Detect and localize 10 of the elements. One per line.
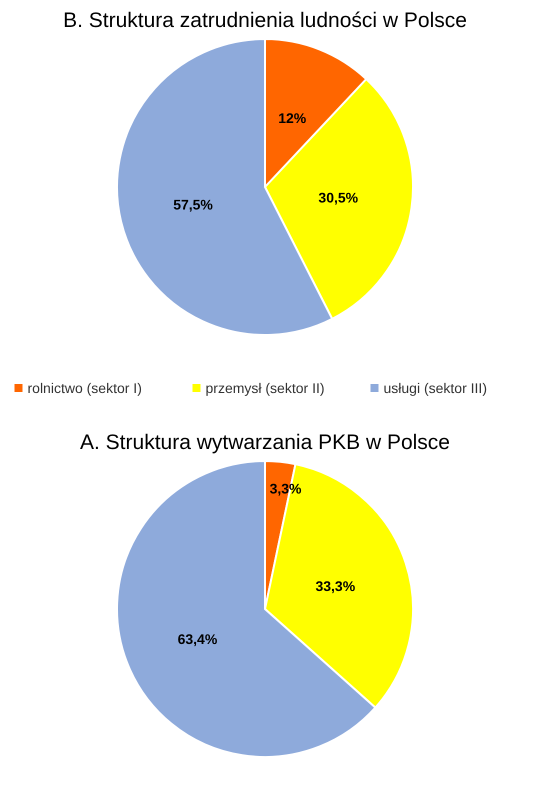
data-label: 63,4% xyxy=(178,631,218,648)
chart-title: A. Struktura wytwarzania PKB w Polsce xyxy=(80,431,450,454)
data-label: 30,5% xyxy=(318,189,359,206)
legend-label: przemysł (sektor II) xyxy=(206,380,325,396)
data-label: 57,5% xyxy=(173,196,214,212)
legend-label: rolnictwo (sektor I) xyxy=(28,380,142,396)
legend-label: usługi (sektor III) xyxy=(384,380,487,396)
data-label: 12% xyxy=(278,110,307,126)
data-label: 33,3% xyxy=(315,578,356,594)
chart-title: B. Struktura zatrudnienia ludności w Polsce xyxy=(63,9,467,32)
